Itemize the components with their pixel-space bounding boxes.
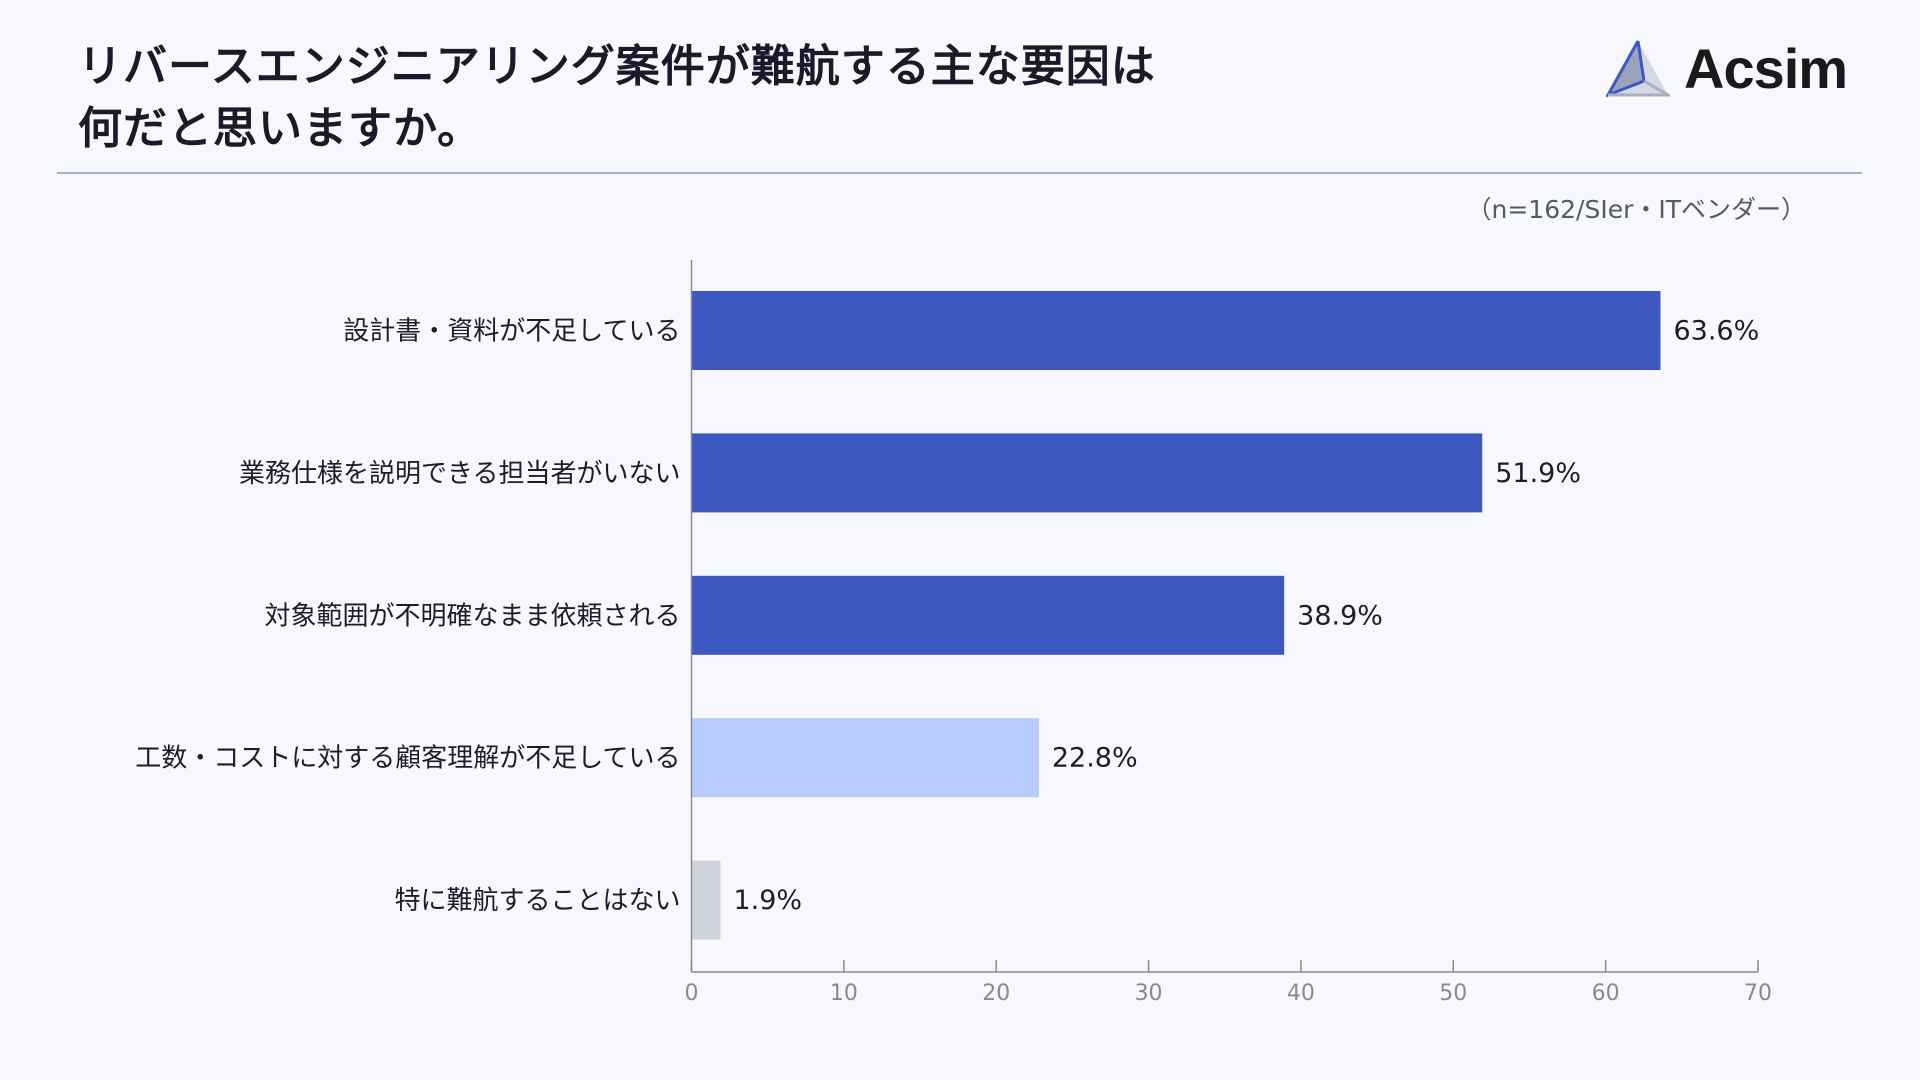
x-tick-label: 20 <box>982 981 1010 1006</box>
x-tick-label: 10 <box>830 981 858 1006</box>
category-label: 設計書・資料が不足している <box>343 317 680 347</box>
page-title: リバースエンジニアリング案件が難航する主な要因は 何だと思いますか。 <box>78 36 1156 160</box>
value-label: 51.9% <box>1495 458 1581 489</box>
x-tick-label: 0 <box>685 981 699 1006</box>
title-divider <box>57 172 1862 174</box>
value-label: 63.6% <box>1673 316 1759 347</box>
category-label: 業務仕様を説明できる担当者がいない <box>239 459 680 489</box>
logo-triangle-icon <box>1606 39 1670 97</box>
sample-note: （n=162/SIer・ITベンダー） <box>1466 195 1806 224</box>
value-label: 22.8% <box>1052 743 1138 774</box>
x-tick-label: 60 <box>1592 981 1620 1006</box>
logo: Acsim <box>1606 36 1848 101</box>
title-line-1: リバースエンジニアリング案件が難航する主な要因は <box>78 41 1156 92</box>
category-label: 工数・コストに対する顧客理解が不足している <box>135 744 680 774</box>
value-label: 1.9% <box>733 885 802 916</box>
x-tick-label: 70 <box>1744 981 1772 1006</box>
logo-text: Acsim <box>1684 37 1848 100</box>
x-tick-label: 30 <box>1135 981 1163 1006</box>
bar <box>691 718 1039 798</box>
x-tick-label: 50 <box>1439 981 1467 1006</box>
category-label: 対象範囲が不明確なまま依頼される <box>264 601 680 631</box>
bar <box>691 860 721 940</box>
category-label: 特に難航することはない <box>394 886 680 916</box>
title-line-2: 何だと思いますか。 <box>78 103 483 154</box>
x-tick-label: 40 <box>1287 981 1315 1006</box>
bar <box>691 291 1661 370</box>
value-label: 38.9% <box>1297 600 1383 631</box>
bar <box>691 433 1483 513</box>
bar <box>691 575 1285 655</box>
